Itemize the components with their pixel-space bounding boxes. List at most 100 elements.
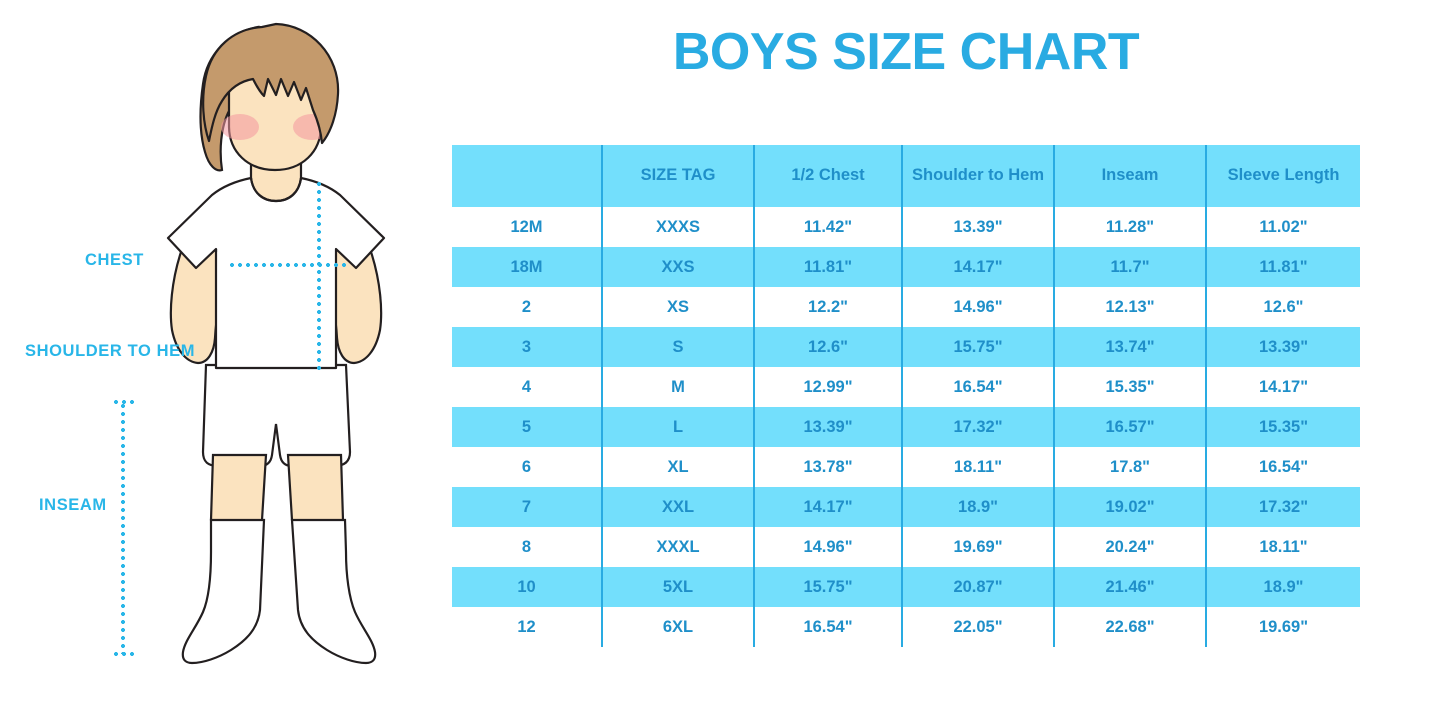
cell-value: 12.2" xyxy=(754,287,903,327)
table-row: 2 XS 12.2" 14.96" 12.13" 12.6" xyxy=(452,287,1360,327)
cell-value: XXL xyxy=(602,487,755,527)
cell-value: 14.17" xyxy=(902,247,1055,287)
cell-value: 11.02" xyxy=(1206,207,1360,247)
cell-size: 10 xyxy=(452,567,603,607)
inseam-measure-line xyxy=(121,402,125,654)
cell-value: 15.35" xyxy=(1054,367,1207,407)
cheek-left xyxy=(221,114,259,140)
table-body: 12M XXXS 11.42" 13.39" 11.28" 11.02" 18M XXS 11.… xyxy=(452,207,1360,647)
cell-value: 18.9" xyxy=(902,487,1055,527)
cell-value: 16.57" xyxy=(1054,407,1207,447)
cell-value: 19.02" xyxy=(1054,487,1207,527)
cell-value: 17.32" xyxy=(902,407,1055,447)
cell-value: 17.8" xyxy=(1054,447,1207,487)
table-row: 12 6XL 16.54" 22.05" 22.68" 19.69" xyxy=(452,607,1360,647)
table-row: 5 L 13.39" 17.32" 16.57" 15.35" xyxy=(452,407,1360,447)
cell-size: 8 xyxy=(452,527,603,567)
cell-value: 18.11" xyxy=(902,447,1055,487)
cell-value: 13.39" xyxy=(754,407,903,447)
cell-value: 18.9" xyxy=(1206,567,1360,607)
cell-value: 19.69" xyxy=(1206,607,1360,647)
column-header-sleeve-length: Sleeve Length xyxy=(1206,145,1360,207)
column-header-1-2-chest: 1/2 Chest xyxy=(754,145,903,207)
cell-value: 14.96" xyxy=(902,287,1055,327)
size-chart-table: SIZE TAG 1/2 Chest Shoulder to Hem Inseam Sl… xyxy=(452,145,1360,647)
cell-value: 17.32" xyxy=(1206,487,1360,527)
cell-value: XXXL xyxy=(602,527,755,567)
cell-value: 11.7" xyxy=(1054,247,1207,287)
page-title: BOYS SIZE CHART xyxy=(672,23,1140,81)
cell-value: 16.54" xyxy=(754,607,903,647)
cell-value: XL xyxy=(602,447,755,487)
cell-size: 18M xyxy=(452,247,603,287)
cell-size: 3 xyxy=(452,327,603,367)
cell-value: 16.54" xyxy=(1206,447,1360,487)
shoe-right-shape xyxy=(290,518,377,665)
cell-value: 13.39" xyxy=(902,207,1055,247)
cell-value: 18.11" xyxy=(1206,527,1360,567)
cell-size: 2 xyxy=(452,287,603,327)
cell-value: 12.13" xyxy=(1054,287,1207,327)
cell-value: 22.05" xyxy=(902,607,1055,647)
cell-value: 16.54" xyxy=(902,367,1055,407)
cell-value: 15.35" xyxy=(1206,407,1360,447)
chest-measure-line xyxy=(228,263,346,267)
table-row: 8 XXXL 14.96" 19.69" 20.24" 18.11" xyxy=(452,527,1360,567)
table-row: 4 M 12.99" 16.54" 15.35" 14.17" xyxy=(452,367,1360,407)
shoulder-to-hem-measure-line xyxy=(317,180,321,372)
cell-value: XS xyxy=(602,287,755,327)
cell-value: M xyxy=(602,367,755,407)
table-header: SIZE TAG 1/2 Chest Shoulder to Hem Inseam Sl… xyxy=(452,145,1360,207)
cell-size: 12M xyxy=(452,207,603,247)
inseam-cap-top xyxy=(112,400,134,404)
table-row: 12M XXXS 11.42" 13.39" 11.28" 11.02" xyxy=(452,207,1360,247)
cell-size: 4 xyxy=(452,367,603,407)
cell-value: XXXS xyxy=(602,207,755,247)
cell-value: 6XL xyxy=(602,607,755,647)
cell-value: 20.24" xyxy=(1054,527,1207,567)
cell-size: 5 xyxy=(452,407,603,447)
cell-size: 7 xyxy=(452,487,603,527)
cell-value: 12.6" xyxy=(1206,287,1360,327)
cell-value: 13.74" xyxy=(1054,327,1207,367)
cell-value: 13.78" xyxy=(754,447,903,487)
cell-value: 14.17" xyxy=(1206,367,1360,407)
column-header-size xyxy=(452,145,603,207)
cell-value: 15.75" xyxy=(754,567,903,607)
column-header-size-tag: SIZE TAG xyxy=(602,145,755,207)
cell-value: 19.69" xyxy=(902,527,1055,567)
boy-figure-svg xyxy=(166,22,386,665)
table-row: 6 XL 13.78" 18.11" 17.8" 16.54" xyxy=(452,447,1360,487)
table-header-row: SIZE TAG 1/2 Chest Shoulder to Hem Inseam Sl… xyxy=(452,145,1360,207)
hair-front-shape xyxy=(202,22,340,145)
shoulder-to-hem-label: SHOULDER TO HEM xyxy=(25,342,196,360)
cell-value: 15.75" xyxy=(902,327,1055,367)
cell-value: XXS xyxy=(602,247,755,287)
cell-value: 14.96" xyxy=(754,527,903,567)
table-row: 10 5XL 15.75" 20.87" 21.46" 18.9" xyxy=(452,567,1360,607)
inseam-cap-bottom xyxy=(112,652,134,656)
table-row: 18M XXS 11.81" 14.17" 11.7" 11.81" xyxy=(452,247,1360,287)
cell-value: 11.28" xyxy=(1054,207,1207,247)
cell-value: 20.87" xyxy=(902,567,1055,607)
cell-value: 11.81" xyxy=(754,247,903,287)
chest-label: CHEST xyxy=(85,251,144,269)
cell-value: 21.46" xyxy=(1054,567,1207,607)
cell-value: S xyxy=(602,327,755,367)
cell-size: 12 xyxy=(452,607,603,647)
table-row: 7 XXL 14.17" 18.9" 19.02" 17.32" xyxy=(452,487,1360,527)
cell-size: 6 xyxy=(452,447,603,487)
cell-value: 14.17" xyxy=(754,487,903,527)
shorts-shape xyxy=(201,363,352,468)
cell-value: 11.81" xyxy=(1206,247,1360,287)
cell-value: 12.6" xyxy=(754,327,903,367)
cell-value: L xyxy=(602,407,755,447)
cell-value: 5XL xyxy=(602,567,755,607)
column-header-inseam: Inseam xyxy=(1054,145,1207,207)
cell-value: 12.99" xyxy=(754,367,903,407)
cell-value: 22.68" xyxy=(1054,607,1207,647)
inseam-label: INSEAM xyxy=(39,496,107,514)
column-header-shoulder-to-hem: Shoulder to Hem xyxy=(902,145,1055,207)
shoe-left-shape xyxy=(181,518,266,665)
